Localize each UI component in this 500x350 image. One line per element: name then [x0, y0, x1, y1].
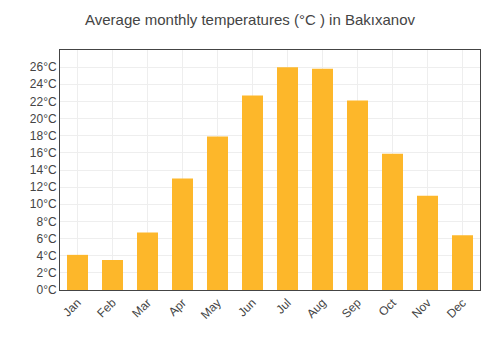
svg-text:Aug: Aug — [304, 296, 329, 321]
svg-text:Dec: Dec — [444, 296, 469, 321]
svg-text:22°C: 22°C — [30, 95, 57, 109]
svg-text:24°C: 24°C — [30, 77, 57, 91]
svg-text:Nov: Nov — [409, 296, 434, 321]
svg-text:6°C: 6°C — [36, 232, 56, 246]
svg-text:Jan: Jan — [60, 296, 84, 320]
svg-text:12°C: 12°C — [30, 180, 57, 194]
svg-text:14°C: 14°C — [30, 163, 57, 177]
svg-text:Feb: Feb — [94, 296, 119, 321]
svg-text:2°C: 2°C — [36, 266, 56, 280]
svg-text:0°C: 0°C — [36, 283, 56, 297]
svg-text:Average monthly temperatures (: Average monthly temperatures (°C ) in Ba… — [85, 11, 416, 28]
svg-text:Mar: Mar — [129, 296, 154, 321]
svg-text:16°C: 16°C — [30, 146, 57, 160]
svg-text:May: May — [198, 296, 224, 322]
svg-text:8°C: 8°C — [36, 215, 56, 229]
svg-text:Sep: Sep — [339, 296, 364, 321]
svg-text:4°C: 4°C — [36, 249, 56, 263]
svg-text:Jul: Jul — [273, 296, 294, 317]
svg-text:20°C: 20°C — [30, 112, 57, 126]
svg-text:Oct: Oct — [376, 295, 400, 319]
svg-text:Apr: Apr — [166, 296, 189, 319]
svg-text:18°C: 18°C — [30, 129, 57, 143]
svg-text:10°C: 10°C — [30, 197, 57, 211]
svg-text:Jun: Jun — [235, 296, 259, 320]
svg-text:26°C: 26°C — [30, 60, 57, 74]
